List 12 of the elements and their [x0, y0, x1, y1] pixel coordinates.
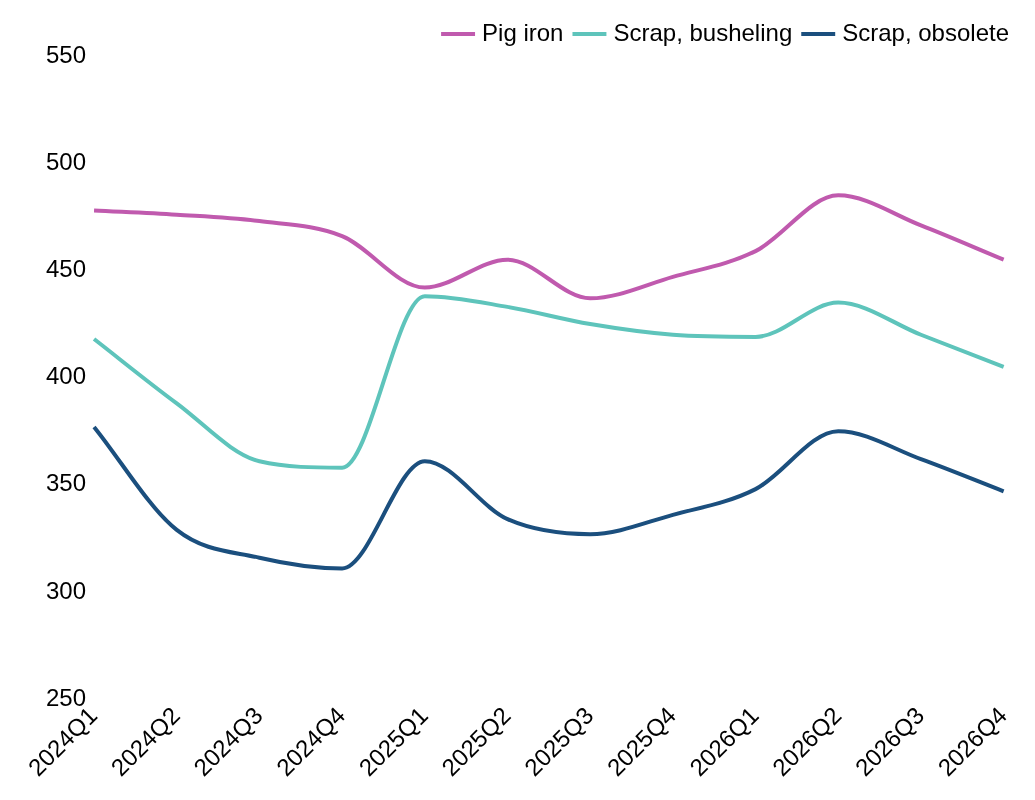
y-tick-label: 500 [46, 147, 87, 175]
y-tick-label: 300 [46, 576, 87, 604]
y-tick-label: 400 [46, 362, 87, 390]
y-tick-label: 350 [46, 469, 87, 497]
y-tick-label: 450 [46, 255, 87, 283]
legend-label: Pig iron [482, 18, 564, 46]
legend-label: Scrap, busheling [613, 18, 793, 46]
line-series [92, 193, 1006, 301]
legend-label: Scrap, obsolete [842, 18, 1010, 46]
line-series [92, 424, 1006, 571]
y-tick-label: 550 [46, 40, 87, 68]
line-series [92, 294, 1006, 470]
